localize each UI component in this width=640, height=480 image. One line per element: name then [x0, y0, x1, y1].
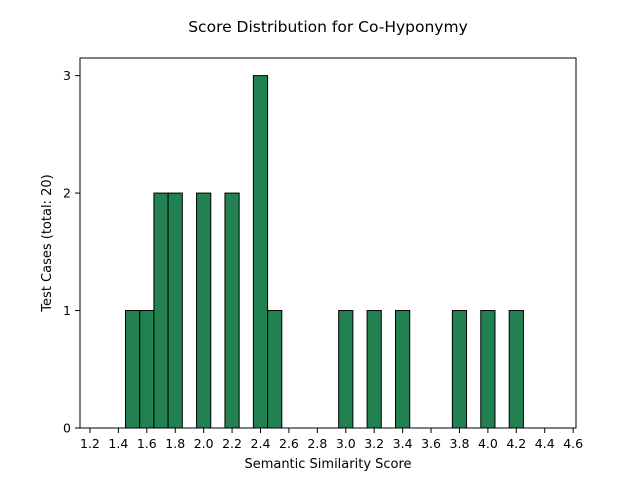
y-axis: 0 1 2 3	[63, 68, 80, 436]
x-tick-label: 2.4	[251, 436, 271, 451]
x-tick-label: 3.2	[364, 436, 384, 451]
histogram-bar	[395, 310, 411, 429]
histogram-bar	[338, 310, 354, 429]
histogram-bar	[480, 310, 496, 429]
y-tick-label: 1	[63, 303, 71, 318]
x-tick-label: 1.8	[165, 436, 185, 451]
histogram-bar	[124, 310, 141, 429]
x-tick-label: 1.6	[137, 436, 157, 451]
x-tick-label: 1.2	[80, 436, 100, 451]
x-tick-label: 3.4	[393, 436, 413, 451]
histogram-bar	[167, 192, 183, 429]
x-axis: 1.2 1.4 1.6 1.8 2.0 2.2 2.4 2.6 2.8 3.0 3.2 3.4 3.6 3…	[80, 428, 583, 451]
histogram-bar	[139, 310, 155, 429]
x-tick-label: 4.6	[563, 436, 583, 451]
x-tick-label: 3.0	[336, 436, 356, 451]
x-tick-label: 2.2	[222, 436, 242, 451]
x-tick-label: 2.8	[307, 436, 327, 451]
histogram-bar	[224, 192, 240, 429]
x-tick-label: 2.0	[194, 436, 214, 451]
chart-title: Score Distribution for Co-Hyponymy	[188, 18, 468, 36]
x-tick-label: 1.4	[108, 436, 128, 451]
plot-frame	[79, 57, 577, 429]
y-tick-label: 3	[63, 68, 71, 83]
x-tick-label: 3.8	[450, 436, 470, 451]
y-tick-label: 2	[63, 186, 71, 201]
histogram-bar	[267, 310, 283, 429]
histogram-bar	[153, 192, 169, 429]
histogram-bar	[252, 75, 269, 429]
x-tick-label: 4.2	[506, 436, 526, 451]
x-axis-label: Semantic Similarity Score	[244, 457, 411, 472]
x-tick-label: 2.6	[279, 436, 299, 451]
histogram-bar	[366, 310, 382, 429]
bars-group	[124, 75, 524, 429]
histogram-bar	[196, 192, 212, 429]
y-axis-label: Test Cases (total: 20)	[40, 174, 55, 312]
x-tick-label: 4.0	[478, 436, 498, 451]
histogram-bar	[451, 310, 468, 429]
x-tick-label: 4.4	[535, 436, 555, 451]
histogram-bar	[508, 310, 524, 429]
x-tick-label: 3.6	[421, 436, 441, 451]
y-tick-label: 0	[63, 421, 71, 436]
